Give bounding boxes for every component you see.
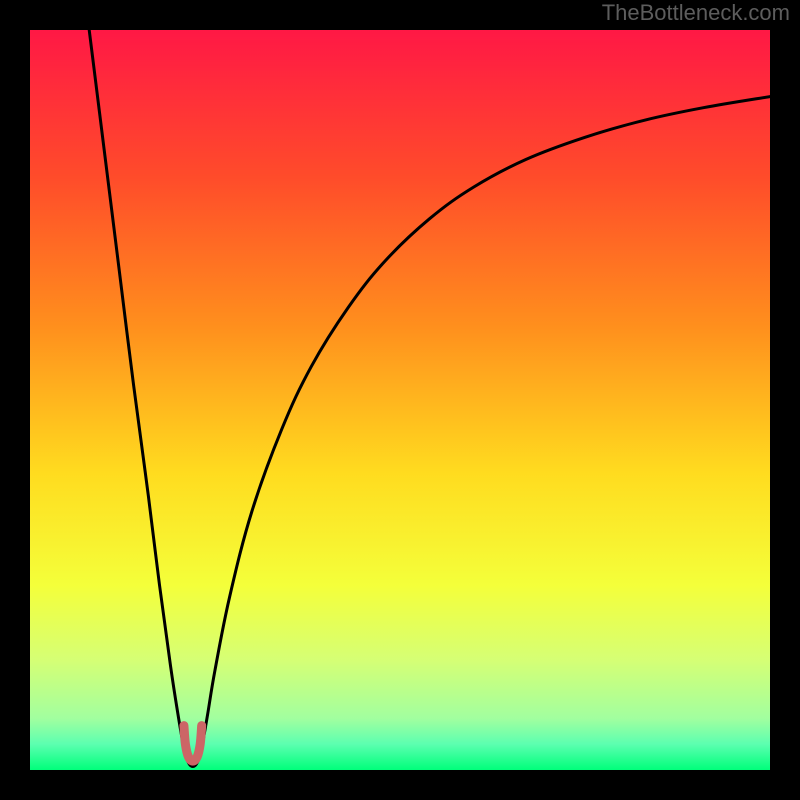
- chart-container: TheBottleneck.com: [0, 0, 800, 800]
- bottleneck-chart: [0, 0, 800, 800]
- plot-background: [30, 30, 770, 770]
- watermark-text: TheBottleneck.com: [602, 0, 790, 26]
